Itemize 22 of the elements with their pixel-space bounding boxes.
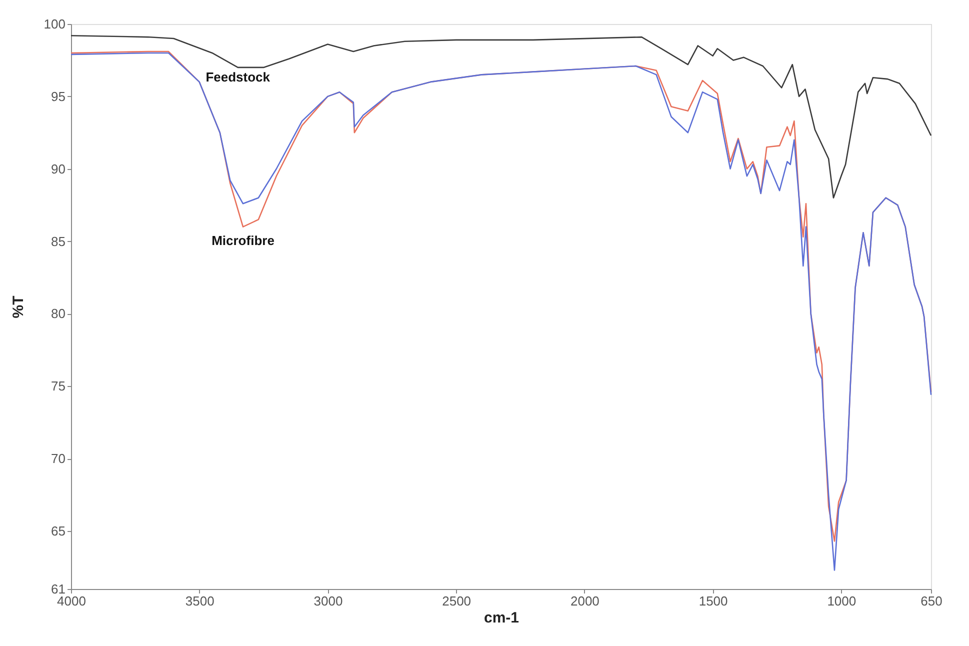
x-axis-title: cm-1 [484, 610, 520, 626]
y-axis-title: %T [10, 296, 27, 318]
x-tick-label: 2500 [442, 594, 472, 608]
x-tick-label: 3000 [314, 594, 343, 608]
y-tick-label: 61 [51, 582, 66, 596]
x-tick-label: 4000 [57, 594, 86, 608]
series-label: Microfibre [212, 232, 274, 248]
x-tick-label: 3500 [185, 594, 214, 608]
y-tick-label: 70 [51, 451, 66, 466]
y-tick-label: 80 [51, 306, 66, 322]
series-label: Feedstock [206, 69, 271, 84]
y-tick-label: 90 [51, 161, 66, 176]
line-series [70, 34, 932, 198]
x-tick-label: 650 [920, 594, 942, 608]
y-tick-label: 95 [51, 88, 66, 104]
x-tick-label: 2000 [570, 594, 600, 608]
y-tick-label: 65 [51, 524, 66, 539]
x-tick-label: 1500 [698, 594, 728, 608]
y-tick-label: 85 [51, 234, 66, 249]
y-tick-label: 100 [44, 16, 66, 32]
y-tick-label: 75 [51, 378, 66, 394]
x-tick-label: 1000 [827, 594, 856, 608]
